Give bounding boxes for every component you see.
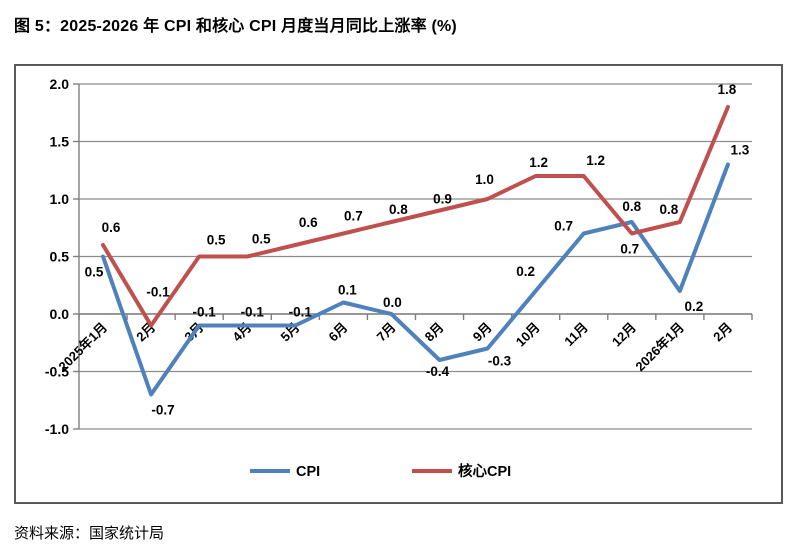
legend-label-CPI: CPI [296, 464, 320, 480]
y-axis [73, 83, 80, 430]
svg-text:-0.1: -0.1 [289, 305, 313, 320]
svg-text:-0.1: -0.1 [241, 305, 265, 320]
svg-text:0.6: 0.6 [299, 215, 318, 230]
svg-text:-0.3: -0.3 [488, 354, 512, 369]
svg-text:1.5: 1.5 [50, 134, 70, 150]
svg-text:0.2: 0.2 [516, 264, 535, 279]
svg-text:2026年1月: 2026年1月 [632, 320, 687, 375]
svg-text:0.2: 0.2 [684, 299, 703, 314]
svg-text:11月: 11月 [561, 320, 591, 350]
svg-text:1.0: 1.0 [50, 191, 70, 207]
svg-text:0.5: 0.5 [85, 265, 104, 280]
series-line-核心CPI [101, 105, 730, 328]
svg-text:1.2: 1.2 [586, 153, 605, 168]
svg-text:8月: 8月 [422, 320, 447, 345]
series-labels-核心CPI: 0.6 -0.1 0.5 0.5 0.6 0.7 0.8 0.9 1.0 1.2 1.2 0.7 0.8… [102, 82, 737, 300]
svg-text:1.8: 1.8 [718, 82, 737, 97]
y-gridlines [79, 83, 752, 430]
svg-text:7月: 7月 [374, 320, 399, 345]
series-labels-CPI: 0.5 -0.7 -0.1 -0.1 -0.1 0.1 0.0 -0.4 -0.3 0.2 0.7 0… [85, 143, 750, 418]
svg-text:0.5: 0.5 [207, 233, 226, 248]
svg-text:0.8: 0.8 [622, 199, 641, 214]
svg-text:0.6: 0.6 [102, 220, 121, 235]
svg-text:12月: 12月 [609, 320, 639, 350]
svg-text:2.0: 2.0 [50, 76, 70, 92]
svg-text:1.0: 1.0 [475, 172, 494, 187]
svg-text:-0.1: -0.1 [146, 285, 170, 300]
svg-text:0.5: 0.5 [252, 232, 271, 247]
svg-text:0.1: 0.1 [338, 283, 357, 298]
legend: CPI 核心CPI [250, 462, 511, 480]
figure-title: 图 5：2025-2026 年 CPI 和核心 CPI 月度当月同比上涨率 (%… [14, 18, 457, 35]
svg-text:0.8: 0.8 [389, 202, 408, 217]
svg-text:-0.1: -0.1 [193, 305, 217, 320]
y-tick-labels: 2.0 1.5 1.0 0.5 0.0 -0.5 -1.0 [45, 76, 69, 437]
svg-text:0.7: 0.7 [344, 209, 363, 224]
source-note: 资料来源：国家统计局 [14, 525, 165, 542]
legend-label-核心CPI: 核心CPI [458, 462, 511, 480]
svg-text:4月: 4月 [229, 320, 254, 345]
svg-text:2025年1月: 2025年1月 [56, 320, 111, 375]
svg-text:0.8: 0.8 [659, 202, 678, 217]
svg-text:0.5: 0.5 [50, 249, 70, 265]
svg-text:-0.7: -0.7 [151, 403, 174, 418]
svg-text:0.9: 0.9 [433, 192, 452, 207]
svg-text:1.3: 1.3 [731, 143, 750, 158]
svg-text:9月: 9月 [470, 320, 495, 345]
svg-text:-1.0: -1.0 [45, 421, 69, 437]
chart-area: 2.0 1.5 1.0 0.5 0.0 -0.5 -1.0 2025年1月 2月 3月 4月 5月 6月… [14, 64, 783, 504]
svg-text:2月: 2月 [710, 320, 735, 345]
svg-text:-0.5: -0.5 [45, 364, 69, 380]
svg-text:1.2: 1.2 [529, 155, 548, 170]
svg-text:0.7: 0.7 [554, 219, 573, 234]
svg-text:0.0: 0.0 [50, 306, 70, 322]
x-axis [78, 313, 753, 320]
svg-text:10月: 10月 [513, 320, 543, 350]
svg-text:6月: 6月 [326, 320, 351, 345]
svg-text:-0.4: -0.4 [426, 364, 450, 379]
svg-text:0.0: 0.0 [383, 295, 402, 310]
svg-text:0.7: 0.7 [620, 242, 639, 257]
